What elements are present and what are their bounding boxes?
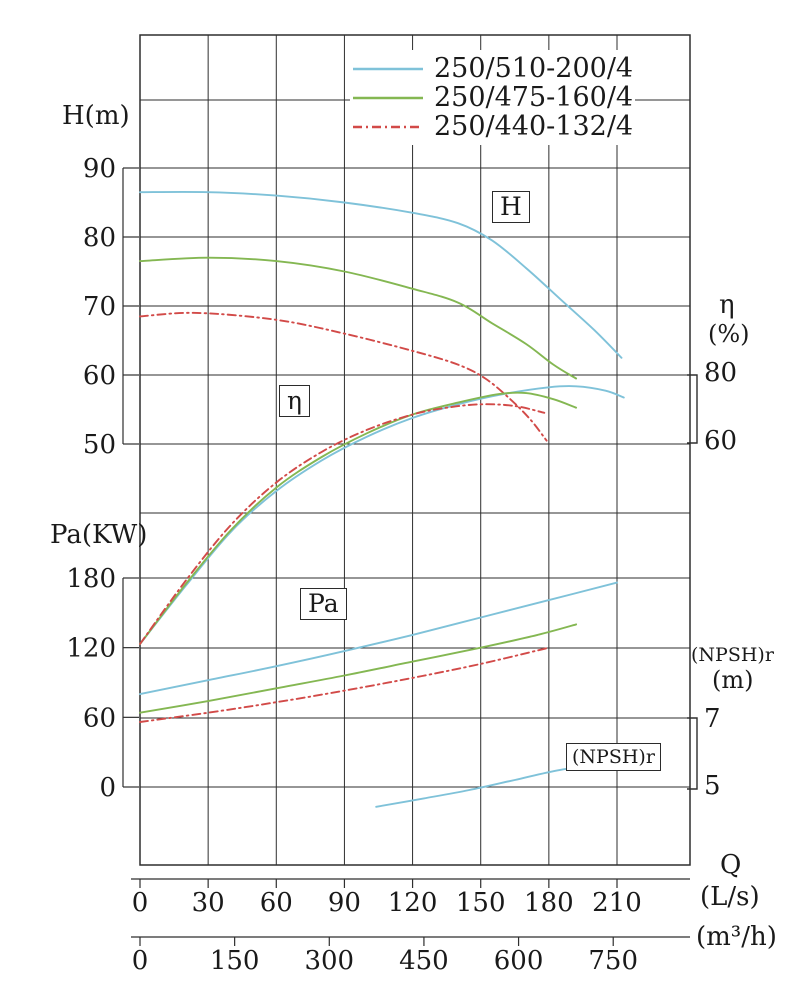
curve-H-1: [139, 256, 578, 380]
svg-text:450: 450: [399, 946, 449, 976]
curve-H-0: [139, 190, 623, 359]
svg-text:120: 120: [388, 888, 438, 918]
legend: 250/510-200/4 250/475-160/4 250/440-132/…: [350, 50, 636, 145]
svg-text:750: 750: [588, 946, 638, 976]
npshr-curve-label: (NPSH)r: [566, 743, 661, 771]
svg-text:120: 120: [66, 634, 116, 664]
svg-text:80: 80: [83, 223, 116, 253]
svg-text:80: 80: [704, 358, 737, 388]
eta-axis-title: η: [719, 290, 735, 320]
curve-eta-2: [139, 403, 546, 645]
svg-text:150: 150: [456, 888, 506, 918]
q-axis-title: Q: [720, 850, 742, 880]
h-curve-label: H: [492, 191, 530, 223]
npshr-axis-unit: (m): [712, 666, 754, 694]
svg-text:50: 50: [83, 430, 116, 460]
curve-Pa-0: [139, 581, 618, 696]
legend-item-blue: 250/510-200/4: [352, 53, 634, 84]
legend-label: 250/440-132/4: [434, 111, 634, 142]
svg-text:90: 90: [328, 888, 361, 918]
svg-text:0: 0: [99, 773, 116, 803]
q-axis-unit-ls: (L/s): [700, 882, 760, 912]
svg-text:7: 7: [704, 704, 721, 734]
eta-curve-label: η: [279, 385, 310, 417]
svg-text:0: 0: [132, 888, 149, 918]
legend-line-icon: [353, 67, 423, 70]
right-axis-scales: 80 60 7 5: [687, 358, 737, 801]
svg-text:60: 60: [260, 888, 293, 918]
svg-text:60: 60: [83, 703, 116, 733]
npshr-axis-title: (NPSH)r: [691, 644, 774, 666]
legend-label: 250/475-160/4: [434, 82, 634, 113]
legend-line-icon: [353, 96, 423, 99]
svg-text:90: 90: [83, 154, 116, 184]
svg-text:210: 210: [592, 888, 642, 918]
legend-item-green: 250/475-160/4: [352, 82, 634, 113]
pa-axis-title: Pa(KW): [50, 520, 148, 550]
svg-text:70: 70: [83, 292, 116, 322]
legend-item-red: 250/440-132/4: [352, 111, 634, 142]
svg-text:150: 150: [210, 946, 260, 976]
svg-text:600: 600: [494, 946, 544, 976]
svg-text:60: 60: [704, 426, 737, 456]
q-axis-unit-m3h: (m³/h): [696, 922, 777, 952]
legend-line-icon: [353, 125, 423, 128]
bottom-axis-scales: 0 30 60 90 120 150 180 210 0 150 300 450 600 750: [131, 878, 690, 976]
svg-text:30: 30: [192, 888, 225, 918]
curve-eta-0: [139, 385, 625, 645]
svg-text:300: 300: [304, 946, 354, 976]
svg-text:5: 5: [704, 771, 721, 801]
left-axis-scales: 90 80 70 60 50 180 120 60 0: [66, 154, 139, 803]
svg-text:180: 180: [66, 564, 116, 594]
svg-text:0: 0: [132, 946, 149, 976]
svg-text:60: 60: [83, 361, 116, 391]
svg-text:180: 180: [524, 888, 574, 918]
curve-H-2: [139, 311, 548, 442]
curve-Pa-1: [139, 623, 578, 714]
curve-npshr-0: [375, 762, 612, 808]
pa-curve-label: Pa: [300, 588, 347, 620]
eta-axis-unit: (%): [708, 320, 750, 348]
curves: [139, 190, 625, 808]
h-axis-title: H(m): [62, 101, 130, 131]
gridlines: [139, 34, 691, 866]
legend-label: 250/510-200/4: [434, 53, 634, 84]
curve-eta-1: [139, 391, 578, 645]
curve-Pa-2: [139, 646, 550, 723]
